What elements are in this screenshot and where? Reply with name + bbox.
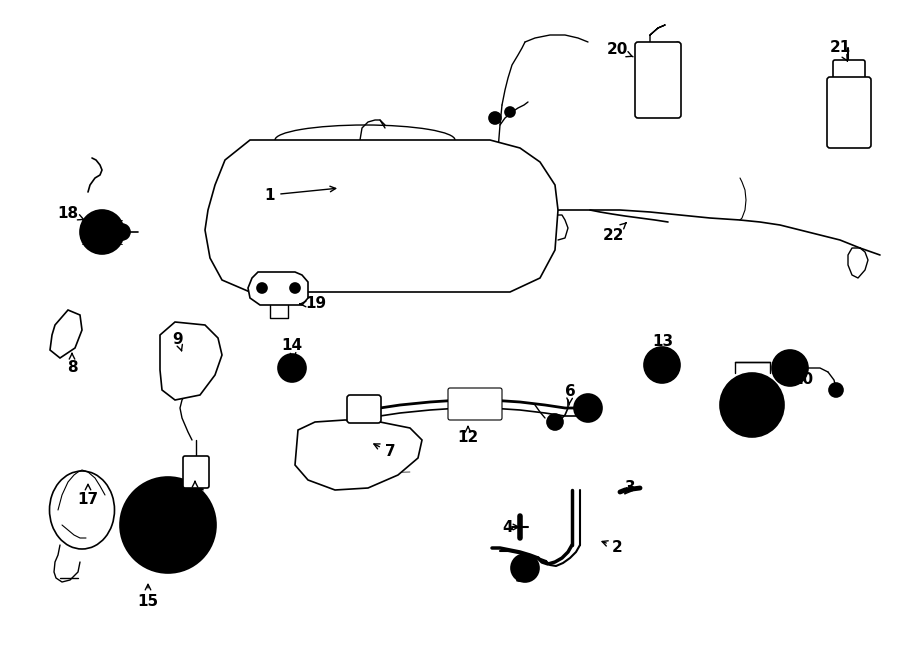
- Polygon shape: [295, 420, 422, 490]
- Circle shape: [732, 385, 772, 425]
- Circle shape: [644, 66, 672, 94]
- Circle shape: [132, 489, 204, 561]
- Text: 15: 15: [138, 584, 158, 609]
- Circle shape: [120, 477, 216, 573]
- Text: 20: 20: [607, 42, 633, 58]
- Polygon shape: [205, 140, 558, 292]
- Circle shape: [284, 360, 300, 376]
- Text: 2: 2: [602, 539, 623, 555]
- Text: 3: 3: [625, 481, 635, 496]
- Circle shape: [278, 354, 306, 382]
- Text: 1: 1: [265, 186, 336, 202]
- Text: 17: 17: [77, 485, 99, 506]
- Text: 5: 5: [515, 568, 526, 586]
- Text: 22: 22: [602, 223, 626, 243]
- Circle shape: [165, 480, 171, 486]
- Polygon shape: [50, 310, 82, 358]
- Text: 16: 16: [184, 481, 205, 502]
- Circle shape: [829, 383, 843, 397]
- Polygon shape: [248, 272, 308, 305]
- FancyBboxPatch shape: [635, 42, 681, 118]
- Circle shape: [202, 543, 207, 549]
- Text: 19: 19: [300, 297, 327, 311]
- FancyBboxPatch shape: [448, 388, 502, 420]
- FancyBboxPatch shape: [347, 395, 381, 423]
- Text: 7: 7: [374, 444, 395, 459]
- Text: 14: 14: [282, 338, 302, 359]
- Circle shape: [165, 564, 171, 570]
- Circle shape: [517, 560, 533, 576]
- Circle shape: [129, 543, 135, 549]
- FancyBboxPatch shape: [833, 60, 865, 82]
- FancyBboxPatch shape: [827, 77, 871, 148]
- Text: 9: 9: [173, 332, 184, 351]
- Circle shape: [547, 414, 563, 430]
- Circle shape: [511, 554, 539, 582]
- Text: 8: 8: [67, 354, 77, 375]
- Text: 12: 12: [457, 426, 479, 446]
- Circle shape: [505, 107, 515, 117]
- Circle shape: [772, 350, 808, 386]
- Circle shape: [129, 501, 135, 507]
- Polygon shape: [160, 322, 222, 400]
- Circle shape: [290, 283, 300, 293]
- Text: 18: 18: [58, 206, 84, 221]
- Text: 10: 10: [792, 369, 814, 387]
- Circle shape: [720, 373, 784, 437]
- Circle shape: [780, 358, 800, 378]
- Text: 4: 4: [503, 520, 519, 535]
- Circle shape: [574, 394, 602, 422]
- Circle shape: [114, 224, 130, 240]
- Circle shape: [202, 501, 207, 507]
- Circle shape: [652, 355, 672, 375]
- Text: 21: 21: [830, 40, 850, 61]
- Circle shape: [489, 112, 501, 124]
- Circle shape: [257, 283, 267, 293]
- FancyBboxPatch shape: [183, 456, 209, 488]
- Text: 11: 11: [752, 387, 772, 408]
- Text: 6: 6: [564, 385, 575, 405]
- Circle shape: [644, 347, 680, 383]
- Circle shape: [80, 210, 124, 254]
- Circle shape: [837, 88, 861, 112]
- Text: 13: 13: [652, 334, 673, 355]
